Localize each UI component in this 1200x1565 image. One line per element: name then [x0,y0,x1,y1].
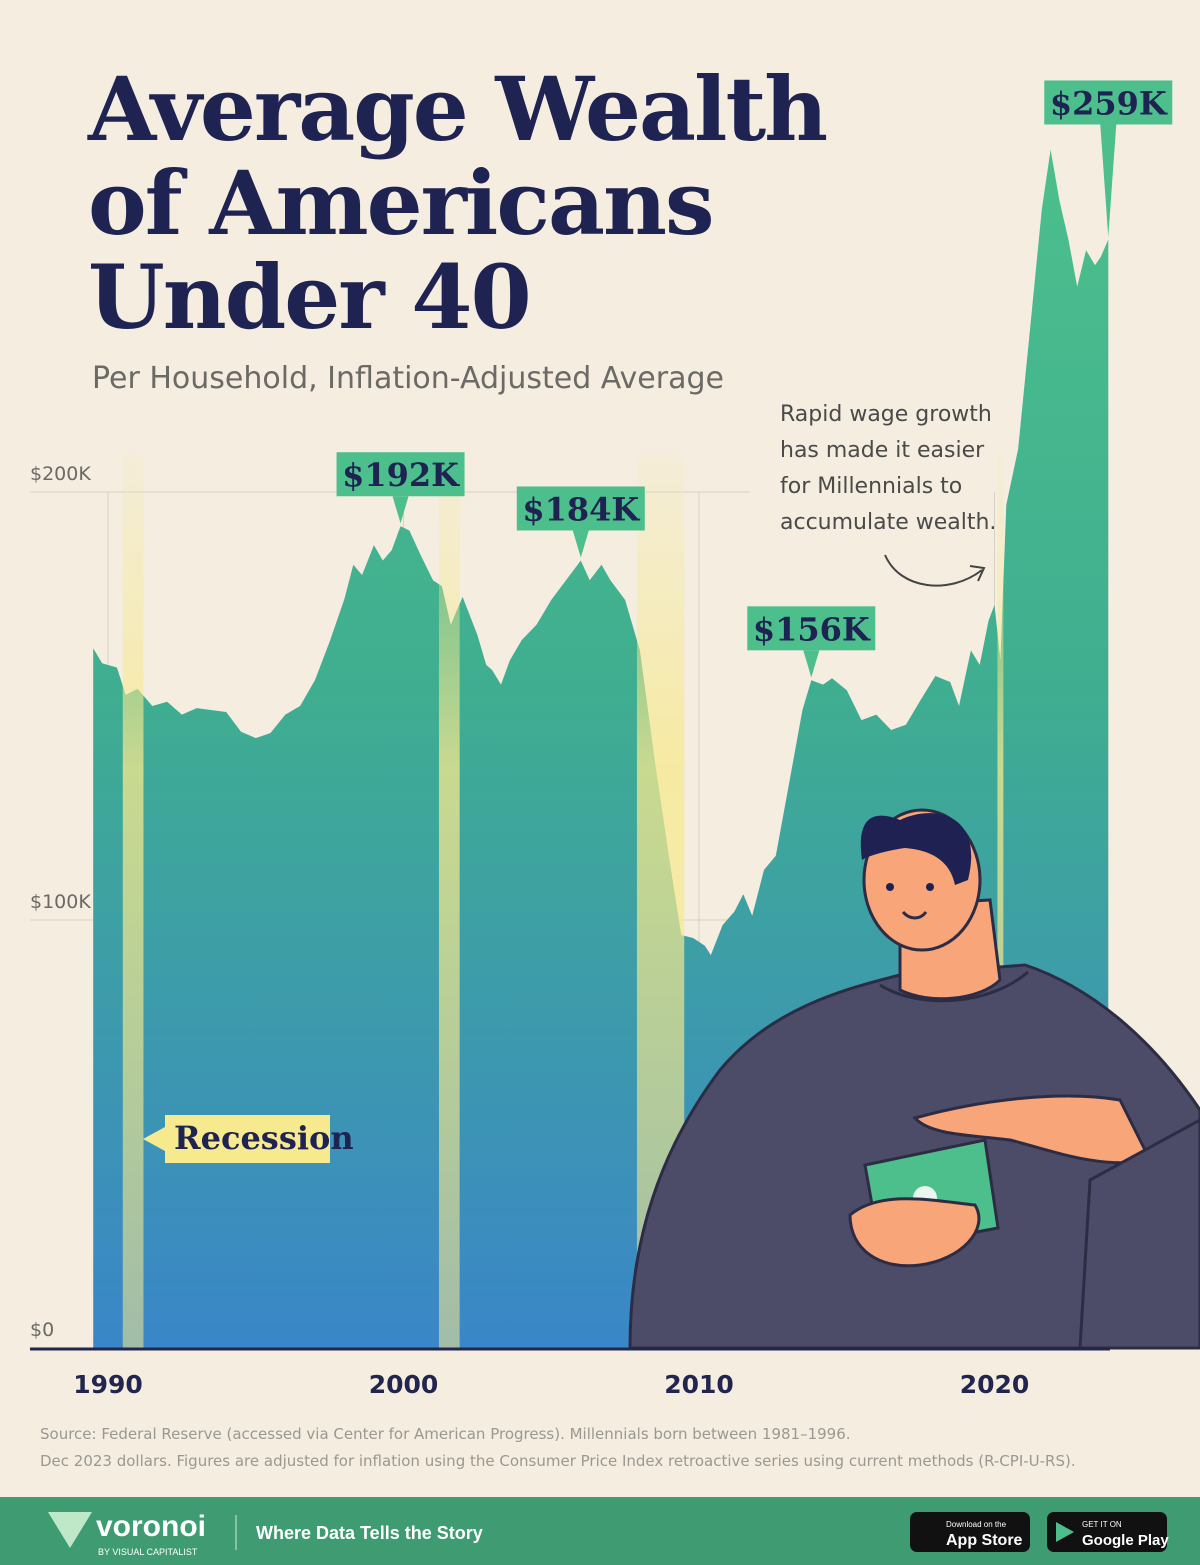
x-tick-label: 2020 [960,1370,1030,1399]
note-line: for Millennials to [780,474,962,499]
annotation-pointer [803,650,820,678]
x-tick-label: 2010 [664,1370,734,1399]
annotation-box [516,486,645,531]
annotation-pointer [392,496,409,524]
illustration [628,808,1200,1350]
annotation-label: $259K [1050,84,1168,122]
y-tick-label: $0 [30,1319,54,1341]
legend-box [143,1115,330,1163]
note-line: has made it easier [780,438,985,463]
subtitle: Per Household, Inflation-Adjusted Averag… [92,361,724,396]
x-tick-label: 1990 [73,1370,143,1399]
app-store-line2: App Store [946,1532,1023,1549]
x-tick-label: 2000 [369,1370,439,1399]
note-line: accumulate wealth. [780,510,996,535]
app-store-line1: Download on the [946,1520,1007,1529]
annotation-pointer [1100,124,1117,237]
legend-label: Recession [174,1119,354,1157]
recession-band [997,455,1004,1348]
source-line: Source: Federal Reserve (accessed via Ce… [40,1425,851,1443]
byline: BY VISUAL CAPITALIST [98,1547,198,1557]
google-play-line2: Google Play [1082,1532,1169,1549]
tagline: Where Data Tells the Story [256,1523,483,1543]
note-line: Rapid wage growth [780,402,992,427]
brand: voronoi [96,1510,206,1543]
app-store-badge[interactable] [910,1512,1030,1552]
google-play-line1: GET IT ON [1082,1520,1122,1529]
note-arrowhead [969,565,986,582]
y-tick-label: $100K [30,891,91,913]
title-line: Under 40 [88,245,530,349]
source-line: Dec 2023 dollars. Figures are adjusted f… [40,1452,1076,1470]
annotation-box [1044,80,1173,125]
title-line: of Americans [88,151,712,255]
annotation-box [336,452,465,497]
y-tick-label: $200K [30,463,91,485]
annotation-label: $184K [522,490,640,528]
play-icon [1056,1522,1074,1542]
logo [48,1512,92,1548]
title-line: Average Wealth [87,57,826,161]
annotation-pointer [572,530,589,558]
google-play-badge[interactable] [1047,1512,1167,1552]
note-arrow [884,554,983,587]
recession-band [122,455,144,1348]
recession-band [438,455,460,1348]
annotation-label: $192K [342,456,460,494]
annotation-box [747,606,876,651]
annotation-label: $156K [753,610,871,648]
